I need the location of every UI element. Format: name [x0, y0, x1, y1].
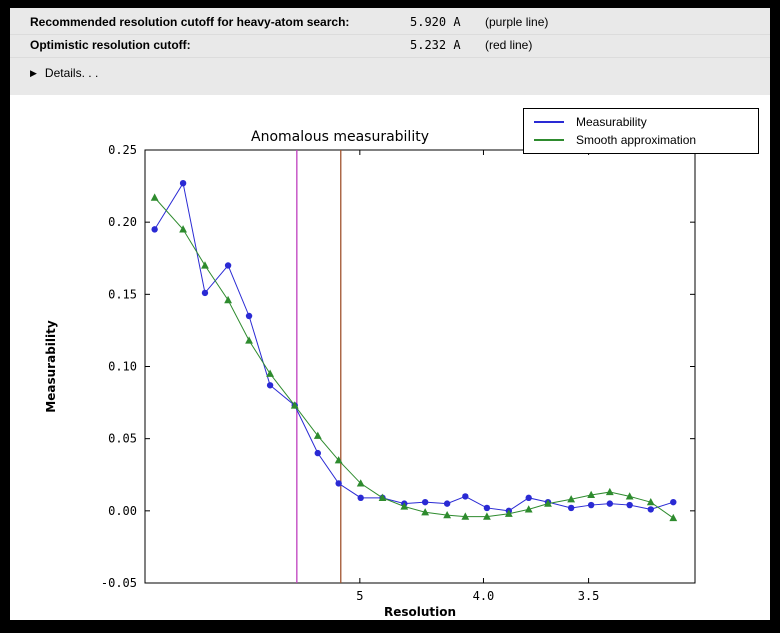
- recommended-cutoff-label: Recommended resolution cutoff for heavy-…: [30, 15, 350, 29]
- row-separator: [10, 57, 770, 58]
- recommended-cutoff-value: 5.920 A: [410, 15, 461, 29]
- legend-line-sample-smooth-approximation: [534, 139, 564, 141]
- legend-line-sample-measurability: [534, 121, 564, 123]
- details-label: Details. . .: [44, 66, 99, 80]
- svg-text:0.10: 0.10: [108, 360, 137, 374]
- svg-text:0.25: 0.25: [108, 143, 137, 157]
- details-disclosure[interactable]: ▶ Details. . .: [30, 64, 98, 82]
- legend-label-smooth-approximation: Smooth approximation: [576, 133, 697, 147]
- svg-text:0.15: 0.15: [108, 287, 137, 301]
- row-separator: [10, 34, 770, 35]
- svg-text:5: 5: [356, 589, 363, 603]
- optimistic-cutoff-row: Optimistic resolution cutoff: 5.232 A (r…: [10, 38, 770, 58]
- svg-text:0.00: 0.00: [108, 504, 137, 518]
- svg-text:Resolution: Resolution: [384, 605, 456, 619]
- svg-text:Measurability: Measurability: [44, 320, 58, 413]
- optimistic-cutoff-label: Optimistic resolution cutoff:: [30, 38, 191, 52]
- chart-area: 0.25 0.20 0.15 0.10 0.05 0.00 -0.05 5 4.0 3.5 Anom…: [10, 95, 770, 620]
- summary-panel: Recommended resolution cutoff for heavy-…: [10, 8, 770, 620]
- legend-label-measurability: Measurability: [576, 115, 647, 129]
- chart-legend: Measurability Smooth approximation: [523, 108, 759, 154]
- svg-text:-0.05: -0.05: [101, 576, 137, 590]
- disclosure-triangle-icon: ▶: [30, 67, 37, 78]
- measurability-plot: 0.25 0.20 0.15 0.10 0.05 0.00 -0.05 5 4.0 3.5 Anom…: [44, 129, 696, 619]
- svg-text:0.20: 0.20: [108, 215, 137, 229]
- optimistic-cutoff-value: 5.232 A: [410, 38, 461, 52]
- svg-text:Anomalous measurability: Anomalous measurability: [251, 129, 429, 145]
- legend-item-measurability: Measurability: [524, 113, 758, 131]
- svg-text:0.05: 0.05: [108, 432, 137, 446]
- recommended-cutoff-note: (purple line): [485, 15, 549, 29]
- recommended-cutoff-row: Recommended resolution cutoff for heavy-…: [10, 15, 770, 35]
- svg-text:3.5: 3.5: [578, 589, 600, 603]
- svg-text:4.0: 4.0: [473, 589, 495, 603]
- legend-item-smooth-approximation: Smooth approximation: [524, 131, 758, 149]
- optimistic-cutoff-note: (red line): [485, 38, 533, 52]
